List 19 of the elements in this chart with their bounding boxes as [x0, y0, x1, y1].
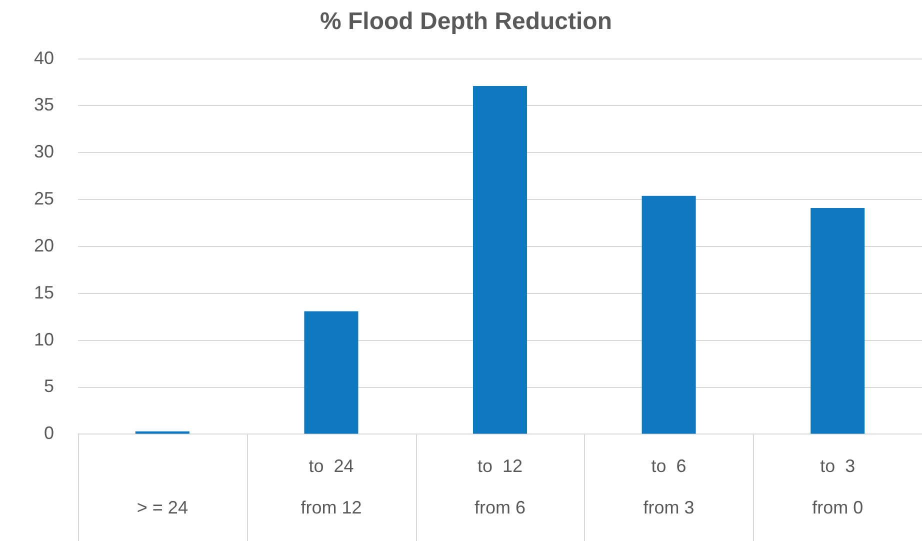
x-tick-label: to 12 from 6	[474, 456, 526, 518]
x-tick-label: to 6 from 3	[643, 456, 694, 518]
bar	[304, 311, 358, 434]
y-tick-label: 35	[34, 94, 54, 115]
x-tick-label: to 3 from 0	[812, 456, 864, 518]
bar	[810, 208, 865, 434]
y-tick-label: 25	[34, 188, 54, 209]
x-tick-label: > = 24	[136, 497, 188, 518]
y-tick-label: 40	[34, 48, 54, 68]
y-tick-label: 20	[34, 235, 54, 256]
bar	[473, 86, 528, 434]
y-tick-label: 10	[34, 329, 54, 350]
y-tick-label: 5	[44, 376, 54, 396]
chart-title: % Flood Depth Reduction	[320, 8, 612, 36]
bar	[642, 196, 696, 434]
y-tick-label: 0	[44, 423, 54, 444]
y-tick-label: 15	[34, 282, 54, 302]
x-tick-label: to 24 from 12	[300, 456, 362, 518]
y-tick-label: 30	[34, 142, 54, 162]
